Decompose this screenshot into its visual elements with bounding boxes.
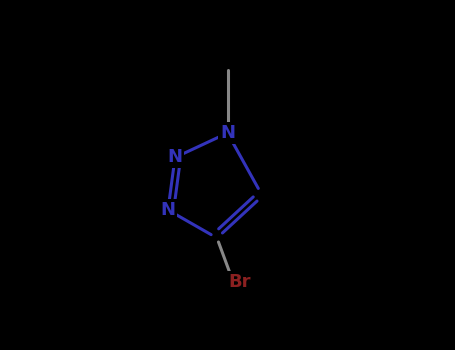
Text: N: N (167, 148, 182, 167)
Text: N: N (220, 124, 235, 142)
Text: N: N (161, 201, 176, 219)
Text: Br: Br (228, 273, 251, 291)
